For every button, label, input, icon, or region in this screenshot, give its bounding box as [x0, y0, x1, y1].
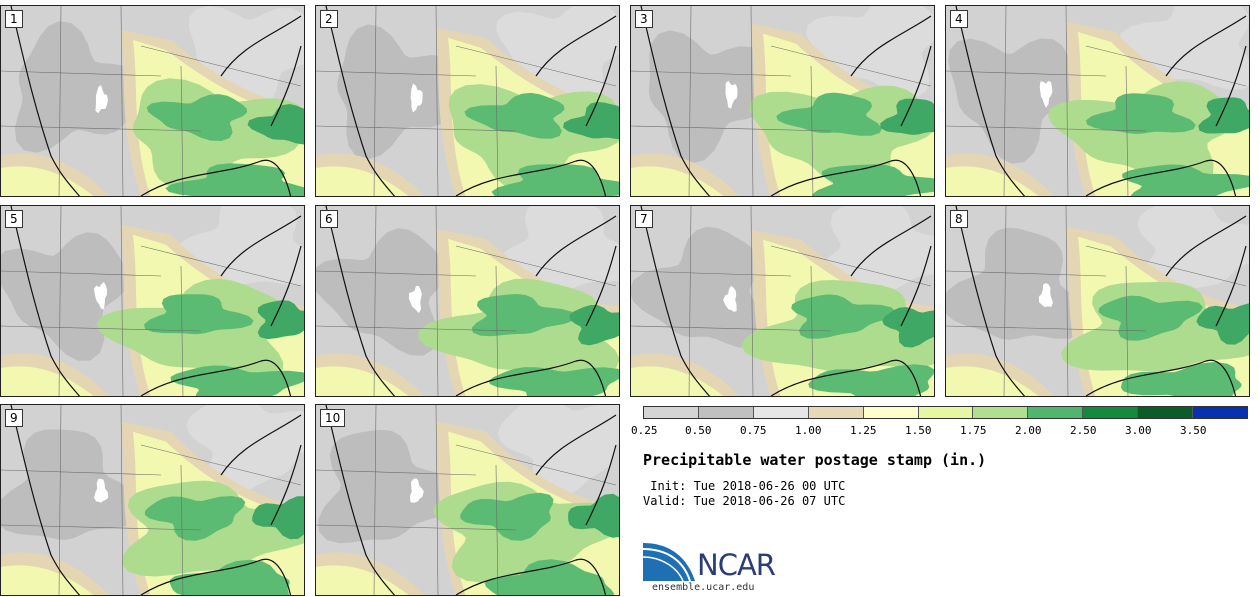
- colorbar-swatch: [1083, 407, 1139, 418]
- map-5: [1, 206, 304, 396]
- map-3: [631, 6, 934, 196]
- member-label-7: 7: [635, 210, 653, 228]
- colorbar-tick: 2.00: [1015, 424, 1042, 437]
- member-label-10: 10: [320, 409, 346, 427]
- colorbar-swatch: [698, 407, 754, 418]
- colorbar: [643, 406, 1248, 419]
- colorbar-tick: 1.00: [795, 424, 822, 437]
- ncar-logo-icon: [643, 543, 695, 582]
- member-label-4: 4: [950, 10, 968, 28]
- stamp-panel-2: 2: [315, 5, 620, 197]
- map-1: [1, 6, 304, 196]
- map-4: [946, 6, 1249, 196]
- colorbar-swatch: [918, 407, 974, 418]
- member-label-3: 3: [635, 10, 653, 28]
- stamp-panel-7: 7: [630, 205, 935, 397]
- colorbar-tick: 3.50: [1180, 424, 1207, 437]
- stamp-panel-5: 5: [0, 205, 305, 397]
- stamp-panel-6: 6: [315, 205, 620, 397]
- member-label-8: 8: [950, 210, 968, 228]
- member-label-5: 5: [5, 210, 23, 228]
- map-9: [1, 405, 304, 595]
- colorbar-tick: 3.00: [1125, 424, 1152, 437]
- colorbar-swatch: [1028, 407, 1084, 418]
- plot-title: Precipitable water postage stamp (in.): [643, 451, 987, 469]
- colorbar-tick: 0.75: [740, 424, 767, 437]
- colorbar-swatch: [1193, 407, 1247, 418]
- member-label-2: 2: [320, 10, 338, 28]
- valid-time: Valid: Tue 2018-06-26 07 UTC: [643, 494, 846, 508]
- map-7: [631, 206, 934, 396]
- colorbar-tick: 0.25: [631, 424, 658, 437]
- member-label-9: 9: [5, 409, 23, 427]
- colorbar-tick: 1.75: [960, 424, 987, 437]
- stamp-panel-3: 3: [630, 5, 935, 197]
- colorbar-swatch: [644, 407, 699, 418]
- stamp-panel-1: 1: [0, 5, 305, 197]
- colorbar-swatch: [753, 407, 809, 418]
- map-10: [316, 405, 619, 595]
- colorbar-tick: 2.50: [1070, 424, 1097, 437]
- colorbar-tick: 1.50: [905, 424, 932, 437]
- colorbar-tick: 1.25: [850, 424, 877, 437]
- stamp-panel-8: 8: [945, 205, 1250, 397]
- colorbar-swatch: [1138, 407, 1194, 418]
- colorbar-ticks: 0.25 0.50 0.75 1.00 1.25 1.50 1.75 2.00 …: [631, 424, 1251, 438]
- map-6: [316, 206, 619, 396]
- stamp-panel-10: 10: [315, 404, 620, 596]
- map-8: [946, 206, 1249, 396]
- colorbar-tick: 0.50: [685, 424, 712, 437]
- colorbar-swatch: [863, 407, 919, 418]
- init-time: Init: Tue 2018-06-26 00 UTC: [643, 479, 846, 493]
- member-label-1: 1: [5, 10, 23, 28]
- stamp-panel-4: 4: [945, 5, 1250, 197]
- ncar-logo-text: NCAR: [697, 548, 776, 582]
- map-2: [316, 6, 619, 196]
- colorbar-swatch: [973, 407, 1029, 418]
- site-url: ensemble.ucar.edu: [652, 582, 755, 593]
- colorbar-swatch: [808, 407, 864, 418]
- member-label-6: 6: [320, 210, 338, 228]
- stamp-panel-9: 9: [0, 404, 305, 596]
